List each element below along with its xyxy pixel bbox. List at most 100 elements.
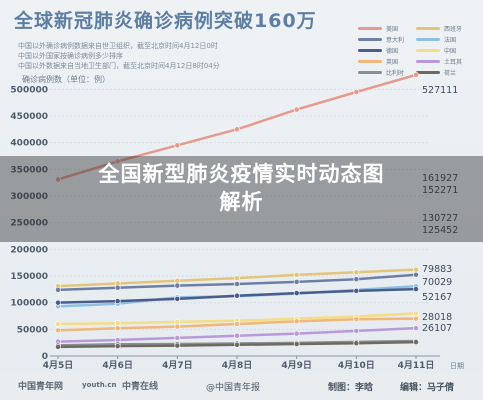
legend-label: 西班牙 xyxy=(444,26,463,33)
data-point xyxy=(234,332,240,339)
legend-label: 意大利 xyxy=(386,37,405,44)
maker-credit: 制图：李晗 xyxy=(328,383,374,393)
legend-label: 中国 xyxy=(444,48,457,55)
y-tick-label: 250000 xyxy=(10,219,48,229)
legend-swatch xyxy=(416,49,440,52)
data-point xyxy=(55,299,61,306)
legend-swatch xyxy=(416,60,440,63)
data-point xyxy=(55,286,61,293)
data-point xyxy=(293,272,300,278)
logo-right: 中青在线 xyxy=(122,382,159,392)
legend-swatch xyxy=(358,49,382,52)
data-point xyxy=(114,343,121,350)
y-tick-label: 100000 xyxy=(10,299,48,309)
data-point xyxy=(234,126,240,133)
data-point xyxy=(353,276,360,283)
x-tick-label: 4月8日 xyxy=(222,360,253,371)
data-point xyxy=(353,316,360,323)
data-point xyxy=(174,318,181,325)
y-tick-label: 300000 xyxy=(10,192,48,202)
data-point xyxy=(234,341,240,348)
end-value-label: 52167 xyxy=(422,292,452,303)
data-point xyxy=(55,321,61,327)
data-point xyxy=(174,342,181,349)
data-point xyxy=(55,327,61,334)
legend-label: 土耳其 xyxy=(444,59,463,66)
y-tick-label: 500000 xyxy=(10,85,48,95)
data-point xyxy=(114,320,121,327)
data-point xyxy=(413,339,419,345)
data-point xyxy=(353,89,360,95)
end-value-label: 28018 xyxy=(422,312,452,323)
data-point xyxy=(353,288,360,294)
data-point xyxy=(174,296,181,302)
end-value-label: 26107 xyxy=(422,323,452,334)
x-tick-label: 4月5日 xyxy=(43,360,74,371)
y-tick-label: 200000 xyxy=(10,245,48,255)
data-point xyxy=(353,340,360,347)
end-value-label: 161927 xyxy=(422,173,458,184)
legend-swatch xyxy=(358,71,382,74)
data-point xyxy=(413,71,419,78)
data-point xyxy=(234,321,240,327)
legend-swatch xyxy=(416,38,440,41)
x-tick-label: 4月10日 xyxy=(338,360,375,371)
data-point xyxy=(353,269,360,276)
y-tick-label: 0 xyxy=(42,352,48,362)
legend-label: 荷兰 xyxy=(444,70,457,77)
data-point xyxy=(114,284,121,291)
data-point xyxy=(234,281,240,287)
data-point xyxy=(174,323,181,330)
end-value-label: 152271 xyxy=(422,185,458,196)
chart-title: 全球新冠肺炎确诊病例突破160万 xyxy=(14,10,317,32)
note-line-1: 中国以外确诊病例数据来自世卫组织，截至北京时间4月12日0时 xyxy=(18,42,218,50)
y-tick-label: 400000 xyxy=(10,139,48,149)
weibo-handle: @中国青年报 xyxy=(206,383,261,393)
headline: 全国新型肺炎疫情实时动态图 解析 xyxy=(0,160,483,216)
data-point xyxy=(413,310,419,317)
data-point xyxy=(55,344,61,350)
x-tick-label: 4月6日 xyxy=(102,360,133,371)
footer-bar xyxy=(0,374,483,400)
data-point xyxy=(174,334,181,341)
x-tick-label: 4月9日 xyxy=(281,360,312,371)
note-line-2: 中国以外国家按确诊病例多少排序 xyxy=(18,52,123,60)
y-tick-label: 50000 xyxy=(17,325,48,335)
logo-left: 中国青年网 xyxy=(18,382,64,392)
logo-mid: youth.cn xyxy=(82,381,117,389)
data-point xyxy=(55,176,61,183)
y-tick-label: 150000 xyxy=(10,272,48,282)
legend-label: 法国 xyxy=(444,37,457,44)
note-line-3: 中国以外数据来自当地卫生部门，截至北京时间4月12日8时04分 xyxy=(18,62,220,70)
data-point xyxy=(293,278,300,285)
x-tick-label: 4月7日 xyxy=(162,360,193,371)
data-point xyxy=(293,106,300,113)
end-value-label: 79883 xyxy=(422,264,452,275)
data-point xyxy=(353,328,360,334)
y-tick-label: 350000 xyxy=(10,165,48,175)
data-point xyxy=(174,142,181,149)
data-point xyxy=(413,315,419,322)
end-value-label: 130727 xyxy=(422,213,458,224)
y-axis-unit: 确诊病例数（单位：例） xyxy=(22,75,110,84)
data-point xyxy=(413,271,419,278)
editor-credit: 编辑：马子倩 xyxy=(400,383,455,393)
end-value-label: 125452 xyxy=(422,225,458,236)
data-point xyxy=(293,290,300,296)
legend-swatch xyxy=(416,27,440,30)
y-tick-label: 450000 xyxy=(10,112,48,122)
headline-overlay xyxy=(0,156,483,242)
data-point xyxy=(234,292,240,299)
x-axis-unit: 日期 xyxy=(450,362,464,370)
end-value-label: 527111 xyxy=(422,85,458,96)
legend-label: 美国 xyxy=(386,26,399,33)
legend-swatch xyxy=(358,27,382,30)
x-tick-label: 4月11日 xyxy=(398,360,435,371)
legend-swatch xyxy=(358,60,382,63)
data-point xyxy=(114,298,121,304)
data-point xyxy=(413,286,419,292)
data-point xyxy=(174,282,181,289)
data-point xyxy=(114,325,121,332)
data-point xyxy=(174,277,181,284)
